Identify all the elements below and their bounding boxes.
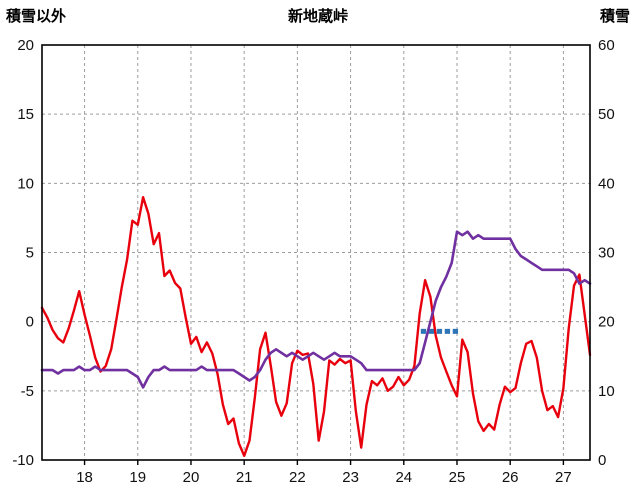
series-right [40, 230, 592, 389]
x-tick-label: 26 [502, 469, 519, 486]
x-tick-label: 21 [236, 469, 253, 486]
chart-title: 新地蔵峠 [287, 8, 348, 25]
x-tick-label: 20 [183, 469, 200, 486]
x-tick-label: 18 [76, 469, 93, 486]
x-tick-label: 27 [555, 469, 572, 486]
left-tick-label: -10 [12, 452, 34, 469]
right-tick-label: 40 [598, 175, 615, 192]
right-tick-label: 10 [598, 383, 615, 400]
left-tick-label: 5 [26, 245, 34, 262]
left-tick-label: 15 [17, 106, 34, 123]
left-tick-label: -5 [21, 383, 34, 400]
x-tick-label: 23 [342, 469, 359, 486]
left-tick-label: 10 [17, 175, 34, 192]
series-left [40, 195, 592, 457]
x-tick-label: 25 [449, 469, 466, 486]
left-axis-title: 積雪以外 [6, 8, 67, 25]
x-tick-label: 22 [289, 469, 306, 486]
x-tick-label: 19 [129, 469, 146, 486]
x-tick-label: 24 [395, 469, 412, 486]
right-tick-label: 50 [598, 106, 615, 123]
left-tick-label: 20 [17, 37, 34, 54]
left-tick-label: 0 [26, 314, 34, 331]
plot-frame [41, 44, 591, 461]
right-axis-title: 積雪 [599, 8, 630, 25]
right-tick-label: 30 [598, 245, 615, 262]
right-tick-label: 60 [598, 37, 615, 54]
right-tick-label: 20 [598, 314, 615, 331]
right-tick-label: 0 [598, 452, 606, 469]
